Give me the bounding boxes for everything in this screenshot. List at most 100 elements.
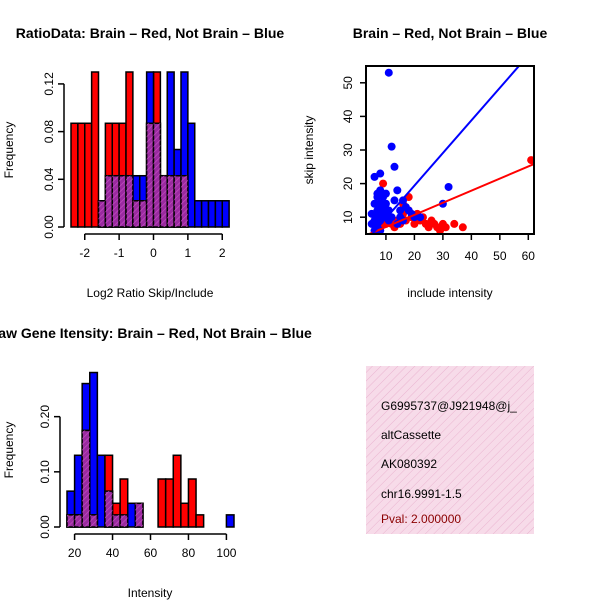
histogram-bar: [90, 71, 100, 228]
scatter-point: [441, 223, 450, 232]
histogram-bar: [126, 502, 137, 528]
histogram-overlap-hatch: [174, 175, 181, 227]
x-tick-label: 40: [465, 249, 479, 263]
scatter-ylabel: skip intensity: [302, 116, 316, 185]
scatter-panel: Brain – Red, Not Brain – Blue 10 20 30 40 50…: [302, 25, 547, 300]
x-tick-label: 80: [182, 546, 196, 560]
y-tick-label: 20: [341, 177, 355, 191]
histogram-bar: [221, 200, 230, 228]
scatter-point: [370, 199, 379, 208]
histogram-bar: [225, 514, 235, 528]
x-tick-label: 20: [408, 249, 422, 263]
histogram-bar: [96, 454, 106, 528]
y-tick-label: 0.20: [38, 405, 52, 429]
histogram-overlap-hatch: [67, 514, 75, 527]
y-tick-label: 0.10: [38, 460, 52, 484]
y-tick-label: 0.00: [42, 215, 56, 239]
histogram-bar: [164, 478, 175, 528]
x-tick-label: 100: [216, 546, 236, 560]
scatter-point: [381, 189, 390, 198]
ratio-histogram-panel: RatioData: Brain – Red, Not Brain – Blue…: [2, 25, 284, 300]
scatter-point: [381, 199, 390, 208]
x-tick-label: 50: [493, 249, 507, 263]
x-tick-label: 30: [436, 249, 450, 263]
x-tick-label: 1: [185, 246, 192, 260]
regression-line: [366, 163, 534, 234]
y-tick-label: 0.08: [42, 120, 56, 144]
y-tick-label: 10: [341, 210, 355, 224]
scatter-plot: 10 20 30 40 50 60 10 20 30 40 50: [341, 65, 536, 263]
scatter-point: [376, 169, 385, 178]
histogram-bar: [200, 200, 210, 228]
histogram-overlap-hatch: [181, 175, 188, 227]
histogram-overlap-hatch: [104, 491, 113, 527]
scatter-title: Brain – Red, Not Brain – Blue: [353, 25, 548, 41]
histogram-overlap-hatch: [105, 175, 113, 227]
histogram-overlap-hatch: [132, 200, 140, 227]
scatter-point: [373, 193, 382, 202]
scatter-point: [416, 213, 425, 222]
histogram-bar: [194, 200, 203, 228]
x-tick-label: -1: [114, 246, 125, 260]
scatter-point: [527, 156, 534, 165]
x-tick-label: 2: [219, 246, 226, 260]
x-tick-label: 0: [150, 246, 157, 260]
scatter-point: [379, 179, 388, 188]
scatter-point: [390, 196, 399, 205]
histogram-bar: [157, 478, 167, 528]
histogram-overlap-hatch: [120, 514, 128, 527]
scatter-point: [384, 68, 393, 77]
histogram-overlap-hatch: [153, 123, 161, 227]
scatter-point: [401, 203, 410, 212]
ratio-histogram-title: RatioData: Brain – Red, Not Brain – Blue: [16, 25, 285, 41]
histogram-overlap-hatch: [112, 175, 120, 227]
histogram-bar: [172, 454, 182, 528]
histogram-bar: [89, 371, 99, 528]
histogram-bar: [195, 514, 205, 528]
x-tick-label: 20: [68, 546, 82, 560]
scatter-point: [458, 223, 467, 232]
histogram-overlap-hatch: [135, 503, 143, 527]
histogram-overlap-hatch: [112, 514, 121, 527]
scatter-point: [390, 162, 399, 171]
info-box-hatch: [366, 366, 534, 534]
y-tick-label: 30: [341, 143, 355, 157]
x-tick-label: 60: [144, 546, 158, 560]
ratio-histogram-ylabel: Frequency: [2, 122, 16, 179]
histogram-bar: [77, 122, 86, 228]
histogram-bar: [84, 122, 93, 228]
histogram-overlap-hatch: [167, 175, 175, 227]
ratio-histogram-bars: [70, 71, 230, 228]
intensity-histogram-axes: 0.00 0.10 0.20 20 40 60 80 100: [38, 405, 237, 560]
x-tick-label: -2: [79, 246, 90, 260]
histogram-bar: [70, 122, 79, 228]
intensity-histogram-ylabel: Frequency: [2, 422, 16, 479]
histogram-bar: [207, 200, 217, 228]
intensity-histogram-panel: Raw Gene Itensity: Brain – Red, Not Brai…: [0, 325, 312, 600]
histogram-overlap-hatch: [119, 175, 126, 227]
scatter-point: [450, 219, 459, 228]
histogram-bar: [214, 200, 223, 228]
histogram-bar: [187, 122, 196, 228]
ratio-histogram-xlabel: Log2 Ratio Skip/Include: [87, 286, 214, 300]
info-location: chr16.9991-1.5: [381, 487, 462, 501]
scatter-point: [444, 182, 453, 191]
x-tick-label: 10: [379, 249, 393, 263]
y-tick-label: 0.12: [42, 72, 56, 96]
intensity-histogram-xlabel: Intensity: [128, 586, 173, 600]
info-accession: AK080392: [381, 457, 437, 471]
scatter-inner: [366, 66, 534, 234]
y-tick-label: 40: [341, 109, 355, 123]
info-box: G6995737@J921948@j_ altCassette AK080392…: [366, 366, 534, 534]
info-gene-id: G6995737@J921948@j_: [381, 399, 517, 413]
histogram-bar: [187, 478, 197, 528]
histogram-overlap-hatch: [82, 430, 90, 527]
ratio-histogram-axes: 0.00 0.04 0.08 0.12 -2 -1 0 1 2: [42, 72, 226, 260]
y-tick-label: 50: [341, 76, 355, 90]
y-tick-label: 0.00: [38, 515, 52, 539]
regression-line: [370, 66, 521, 234]
intensity-histogram-title: Raw Gene Itensity: Brain – Red, Not Brai…: [0, 325, 312, 341]
x-tick-label: 60: [522, 249, 536, 263]
histogram-overlap-hatch: [89, 514, 98, 527]
